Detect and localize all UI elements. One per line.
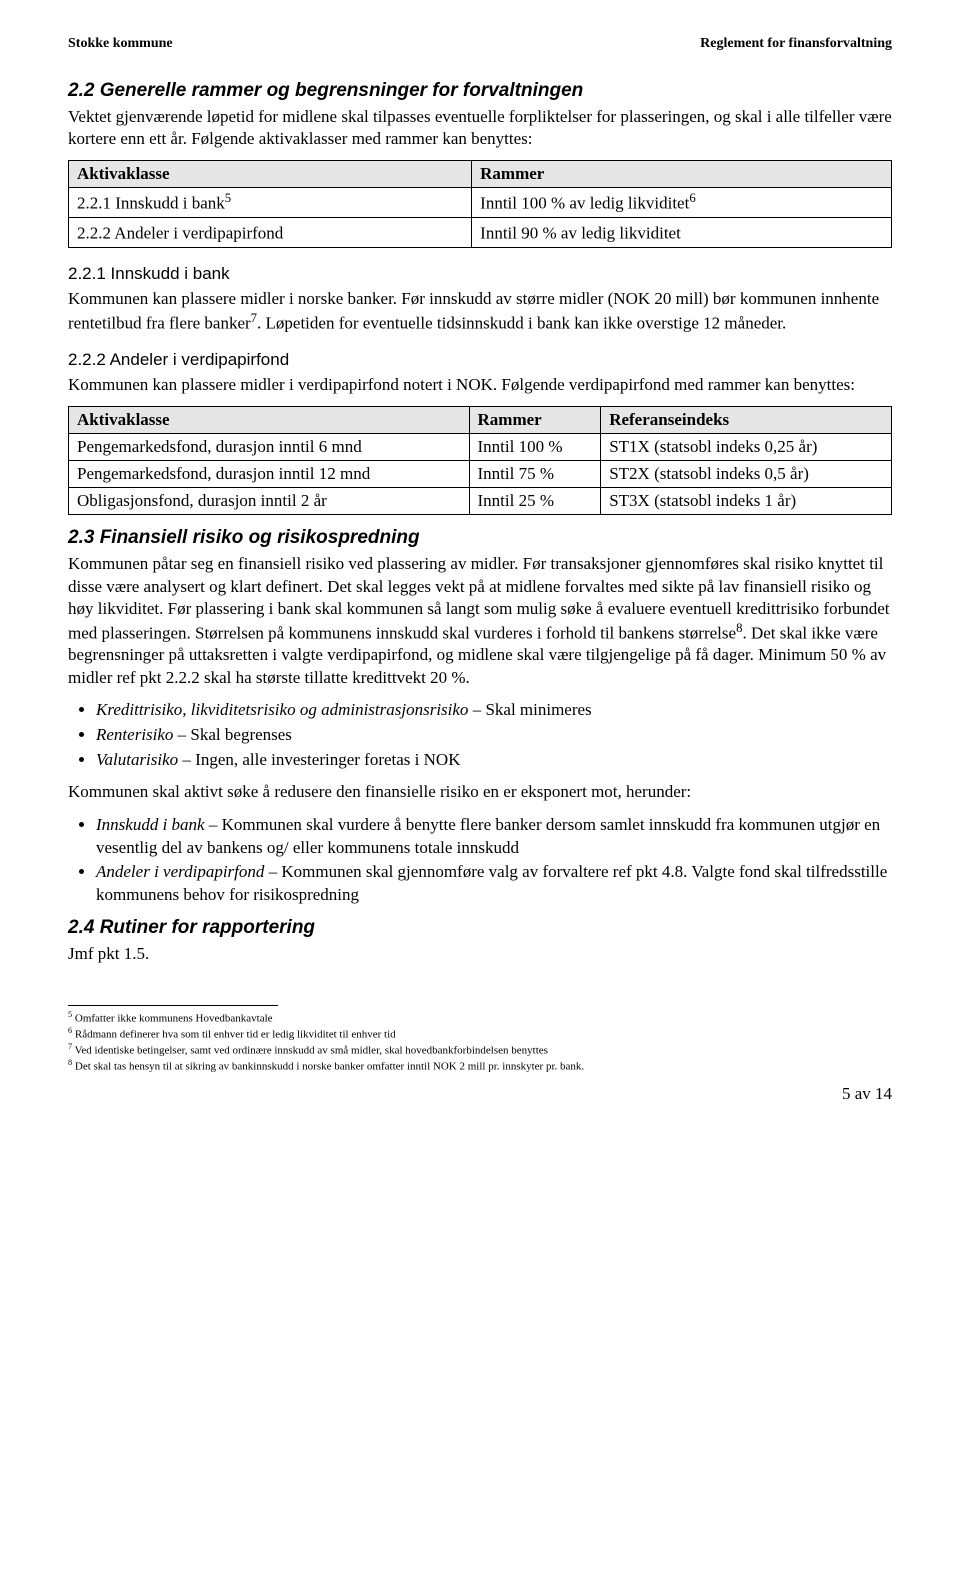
table-row: Pengemarkedsfond, durasjon inntil 6 mnd … (69, 434, 892, 461)
header-right: Reglement for finansforvaltning (700, 36, 892, 52)
section-2-4-title: 2.4 Rutiner for rapportering (68, 917, 892, 939)
action-bullet-list: Innskudd i bank – Kommunen skal vurdere … (68, 814, 892, 908)
table-cell: ST3X (statsobl indeks 1 år) (601, 488, 892, 515)
bullet-italic: Valutarisiko (96, 750, 178, 769)
table-cell: Pengemarkedsfond, durasjon inntil 12 mnd (69, 461, 470, 488)
footnotes: 5 Omfatter ikke kommunens Hovedbankavtal… (68, 1010, 892, 1074)
table-cell: ST1X (statsobl indeks 0,25 år) (601, 434, 892, 461)
section-2-3-title: 2.3 Finansiell risiko og risikospredning (68, 527, 892, 549)
table-cell: Pengemarkedsfond, durasjon inntil 6 mnd (69, 434, 470, 461)
table-header-cell: Referanseindeks (601, 407, 892, 434)
table-cell: Inntil 75 % (469, 461, 601, 488)
table-cell: Inntil 100 % (469, 434, 601, 461)
section-2-2-para: Vektet gjenværende løpetid for midlene s… (68, 106, 892, 150)
page-number: 5 av 14 (68, 1084, 892, 1104)
table-row: Obligasjonsfond, durasjon inntil 2 år In… (69, 488, 892, 515)
cell-text: Inntil 100 % av ledig likviditet (480, 194, 689, 213)
cell-text: Inntil 90 % av ledig likviditet (480, 224, 681, 243)
table-header-row: Aktivaklasse Rammer (69, 161, 892, 188)
footnote: 8 Det skal tas hensyn til at sikring av … (68, 1058, 892, 1074)
bullet-rest: – Skal minimeres (468, 700, 591, 719)
page: Stokke kommune Reglement for finansforva… (0, 0, 960, 1140)
table-aktivaklasse-rammer: Aktivaklasse Rammer 2.2.1 Innskudd i ban… (68, 160, 892, 247)
table-header-cell: Aktivaklasse (69, 161, 472, 188)
cell-sup: 5 (225, 191, 231, 205)
bullet-italic: Renterisiko (96, 725, 173, 744)
table-cell: 2.2.1 Innskudd i bank5 (69, 188, 472, 218)
footnote-text: Rådmann definerer hva som til enhver tid… (72, 1029, 396, 1041)
section-2-2-2-title: 2.2.2 Andeler i verdipapirfond (68, 350, 892, 370)
cell-sup: 6 (689, 191, 695, 205)
bullet-rest: – Kommunen skal vurdere å benytte flere … (96, 815, 880, 857)
section-2-3-mid-para: Kommunen skal aktivt søke å redusere den… (68, 781, 892, 803)
footnote: 7 Ved identiske betingelser, samt ved or… (68, 1042, 892, 1058)
table-cell: 2.2.2 Andeler i verdipapirfond (69, 217, 472, 247)
table-cell: Inntil 90 % av ledig likviditet (472, 217, 892, 247)
table-verdipapirfond: Aktivaklasse Rammer Referanseindeks Peng… (68, 406, 892, 515)
section-2-2-title: 2.2 Generelle rammer og begrensninger fo… (68, 80, 892, 102)
table-cell: ST2X (statsobl indeks 0,5 år) (601, 461, 892, 488)
section-2-2-1-title: 2.2.1 Innskudd i bank (68, 264, 892, 284)
list-item: Renterisiko – Skal begrenses (96, 724, 892, 747)
bullet-italic: Kredittrisiko, likviditetsrisiko og admi… (96, 700, 468, 719)
footnote-text: Ved identiske betingelser, samt ved ordi… (72, 1045, 548, 1057)
cell-text: 2.2.2 Andeler i verdipapirfond (77, 224, 283, 243)
page-header: Stokke kommune Reglement for finansforva… (68, 36, 892, 52)
list-item: Innskudd i bank – Kommunen skal vurdere … (96, 814, 892, 860)
table-row: 2.2.2 Andeler i verdipapirfond Inntil 90… (69, 217, 892, 247)
bullet-rest: – Ingen, alle investeringer foretas i NO… (178, 750, 460, 769)
bullet-italic: Andeler i verdipapirfond (96, 862, 264, 881)
section-2-3-para: Kommunen påtar seg en finansiell risiko … (68, 553, 892, 688)
bullet-italic: Innskudd i bank (96, 815, 205, 834)
footnote: 5 Omfatter ikke kommunens Hovedbankavtal… (68, 1010, 892, 1026)
para-text: . Løpetiden for eventuelle tidsinnskudd … (257, 313, 786, 332)
table-row: 2.2.1 Innskudd i bank5 Inntil 100 % av l… (69, 188, 892, 218)
table-header-row: Aktivaklasse Rammer Referanseindeks (69, 407, 892, 434)
risk-bullet-list: Kredittrisiko, likviditetsrisiko og admi… (68, 699, 892, 772)
footnote-text: Det skal tas hensyn til at sikring av ba… (72, 1061, 584, 1073)
table-cell: Obligasjonsfond, durasjon inntil 2 år (69, 488, 470, 515)
table-cell: Inntil 25 % (469, 488, 601, 515)
section-2-2-2-para: Kommunen kan plassere midler i verdipapi… (68, 374, 892, 396)
table-row: Pengemarkedsfond, durasjon inntil 12 mnd… (69, 461, 892, 488)
table-cell: Inntil 100 % av ledig likviditet6 (472, 188, 892, 218)
footnote-separator (68, 1005, 278, 1006)
section-2-4-para: Jmf pkt 1.5. (68, 943, 892, 965)
list-item: Valutarisiko – Ingen, alle investeringer… (96, 749, 892, 772)
table-header-cell: Aktivaklasse (69, 407, 470, 434)
list-item: Kredittrisiko, likviditetsrisiko og admi… (96, 699, 892, 722)
header-left: Stokke kommune (68, 36, 173, 52)
bullet-rest: – Skal begrenses (173, 725, 292, 744)
cell-text: 2.2.1 Innskudd i bank (77, 194, 225, 213)
list-item: Andeler i verdipapirfond – Kommunen skal… (96, 861, 892, 907)
table-header-cell: Rammer (469, 407, 601, 434)
table-header-cell: Rammer (472, 161, 892, 188)
footnote: 6 Rådmann definerer hva som til enhver t… (68, 1026, 892, 1042)
section-2-2-1-para: Kommunen kan plassere midler i norske ba… (68, 288, 892, 335)
footnote-text: Omfatter ikke kommunens Hovedbankavtale (72, 1013, 272, 1025)
